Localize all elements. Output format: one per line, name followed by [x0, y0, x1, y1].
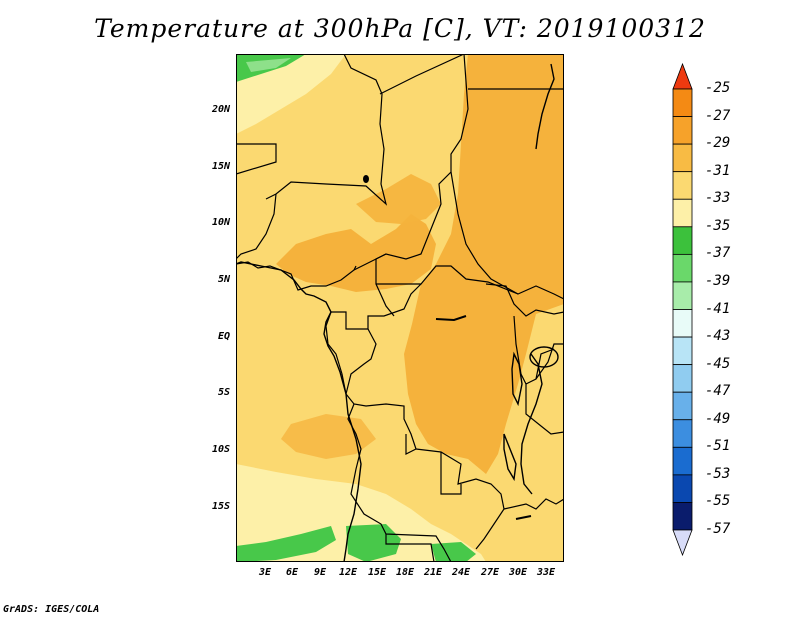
- colorbar-box: [672, 419, 693, 448]
- colorbar-box: [672, 226, 693, 255]
- lon-label: 12E: [338, 567, 358, 578]
- temperature-map: [236, 54, 564, 562]
- colorbar-tick-label: -55: [705, 493, 731, 510]
- lon-label: 18E: [395, 567, 415, 578]
- colorbar-box: [672, 336, 693, 366]
- colorbar-box: [672, 198, 693, 228]
- colorbar-tick-label: -47: [705, 383, 731, 400]
- colorbar-box: [672, 116, 693, 145]
- colorbar-box: [672, 171, 693, 200]
- lat-label: 5S: [217, 387, 230, 398]
- colorbar-box: [672, 253, 693, 283]
- warm-region-east: [404, 54, 564, 474]
- country-borders: [236, 54, 564, 562]
- cool-region-nw: [236, 54, 346, 134]
- colorbar-bottom-arrow: [672, 529, 693, 557]
- colorbar-tick-label: -43: [705, 328, 731, 345]
- colorbar-tick-label: -35: [705, 217, 731, 234]
- warm-region-north: [356, 174, 441, 224]
- colorbar-box: [672, 446, 693, 476]
- colorbar-box: [672, 364, 693, 393]
- lon-label: 15E: [367, 567, 387, 578]
- colorbar-box: [672, 502, 693, 531]
- green-patch-sw: [236, 526, 336, 562]
- colorbar-tick-label: -41: [705, 300, 731, 317]
- lon-label: 21E: [423, 567, 443, 578]
- colorbar-box: [672, 88, 693, 117]
- map-frame: [236, 54, 564, 562]
- lon-label: 30E: [508, 567, 528, 578]
- lat-label: 10S: [211, 444, 230, 455]
- lon-label: 3E: [258, 567, 272, 578]
- colorbar-box: [672, 474, 693, 503]
- lat-label: 15S: [211, 501, 230, 512]
- colorbar-tick-label: -39: [705, 272, 731, 289]
- colorbar-tick-label: -29: [705, 135, 731, 152]
- light-green-nw: [246, 58, 291, 72]
- warm-region-central: [276, 214, 436, 292]
- colorbar-box: [672, 391, 693, 421]
- lat-label: 10N: [211, 217, 230, 228]
- colorbar-box: [672, 143, 693, 173]
- chart-title: Temperature at 300hPa [C], VT: 201910031…: [94, 14, 706, 43]
- lat-label: 5N: [217, 274, 230, 285]
- colorbar-tick-label: -57: [705, 521, 731, 537]
- colorbar-top-arrow: [672, 62, 693, 90]
- lakes: [363, 175, 559, 520]
- colorbar-tick-label: -31: [705, 162, 731, 179]
- colorbar-tick-label: -37: [705, 245, 731, 262]
- colorbar-tick-label: -49: [705, 410, 731, 427]
- lat-label: 15N: [211, 161, 230, 172]
- lon-label: 6E: [285, 567, 299, 578]
- colorbar-tick-label: -51: [705, 438, 731, 455]
- colorbar-tick-label: -53: [705, 465, 731, 482]
- colorbar-tick-label: -25: [705, 80, 731, 96]
- colorbar-tick-label: -45: [705, 355, 731, 372]
- credit-text: GrADS: IGES/COLA: [3, 604, 100, 615]
- colorbar-box: [672, 281, 693, 310]
- lon-label: 9E: [313, 567, 327, 578]
- lat-label: 20N: [211, 104, 230, 115]
- lon-label: 33E: [536, 567, 556, 578]
- colorbar-tick-label: -33: [705, 190, 731, 207]
- lat-label: EQ: [217, 331, 230, 342]
- coastline: [236, 63, 555, 562]
- colorbar-tick-label: -27: [705, 107, 731, 124]
- colorbar-box: [672, 309, 693, 338]
- lon-label: 24E: [451, 567, 471, 578]
- lon-label: 27E: [480, 567, 500, 578]
